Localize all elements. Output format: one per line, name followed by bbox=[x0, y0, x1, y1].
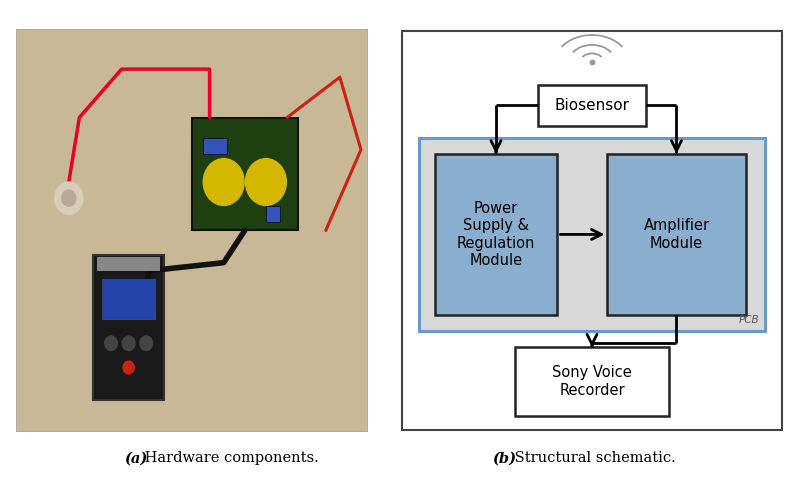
Circle shape bbox=[105, 336, 118, 350]
Text: PCB: PCB bbox=[738, 315, 759, 325]
Text: Power
Supply &
Regulation
Module: Power Supply & Regulation Module bbox=[457, 201, 535, 268]
Text: Amplifier
Module: Amplifier Module bbox=[643, 218, 710, 251]
Bar bbox=[434, 154, 558, 315]
Bar bbox=[192, 118, 298, 230]
Bar bbox=[202, 138, 227, 154]
Text: Biosensor: Biosensor bbox=[554, 98, 630, 113]
Bar bbox=[607, 154, 746, 315]
Text: (a): (a) bbox=[124, 451, 147, 466]
Text: Sony Voice
Recorder: Sony Voice Recorder bbox=[552, 365, 632, 398]
Bar bbox=[94, 254, 164, 400]
Circle shape bbox=[122, 336, 135, 350]
Bar bbox=[538, 85, 646, 126]
Bar bbox=[419, 138, 765, 331]
Circle shape bbox=[246, 158, 286, 205]
Bar bbox=[515, 348, 669, 416]
Circle shape bbox=[62, 190, 76, 206]
Circle shape bbox=[203, 158, 244, 205]
Text: Structural schematic.: Structural schematic. bbox=[510, 451, 676, 466]
Circle shape bbox=[123, 361, 134, 374]
Text: Hardware components.: Hardware components. bbox=[140, 451, 318, 466]
Bar bbox=[102, 279, 155, 319]
Text: (b): (b) bbox=[492, 451, 516, 466]
Bar bbox=[97, 257, 160, 271]
Circle shape bbox=[140, 336, 153, 350]
Bar bbox=[266, 206, 280, 222]
Circle shape bbox=[54, 182, 83, 214]
